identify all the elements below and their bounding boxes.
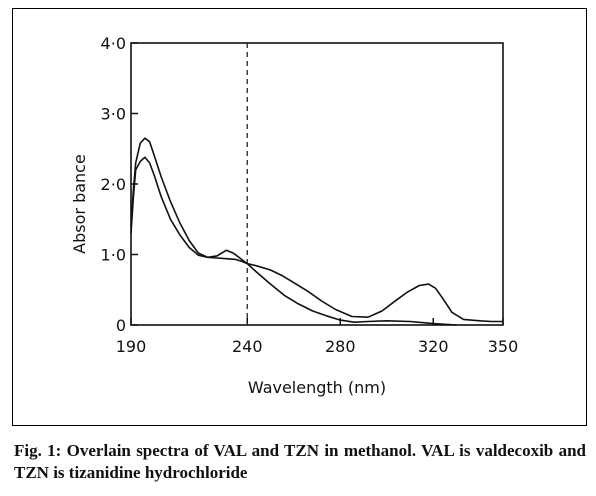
- x-tick-label: 350: [488, 337, 519, 356]
- x-tick-label: 240: [232, 337, 263, 356]
- x-tick-label: 320: [418, 337, 449, 356]
- spectrum-line-2: [130, 156, 457, 326]
- y-tick-label: 2·0: [101, 175, 126, 194]
- figure-caption: Fig. 1: Overlain spectra of VAL and TZN …: [14, 441, 586, 482]
- x-axis-title: Wavelength (nm): [248, 378, 386, 397]
- spectrum-line-1: [130, 137, 503, 323]
- y-tick-label: 0: [116, 316, 126, 335]
- plot-area-border: [130, 42, 504, 326]
- y-tick-label: 4·0: [101, 34, 126, 53]
- x-tick-label: 280: [325, 337, 356, 356]
- figure-frame: 0 1·0 2·0 3·0 4·0 190 240 280 320 350 Wavelength (…: [12, 8, 587, 426]
- x-tick-label: 190: [116, 337, 147, 356]
- spectra-chart: 0 1·0 2·0 3·0 4·0 190 240 280 320 350 Wavelength (…: [70, 34, 519, 397]
- y-tick-label: 3·0: [101, 105, 126, 124]
- y-axis-title: Absor bance: [70, 154, 89, 254]
- y-tick-label: 1·0: [101, 246, 126, 265]
